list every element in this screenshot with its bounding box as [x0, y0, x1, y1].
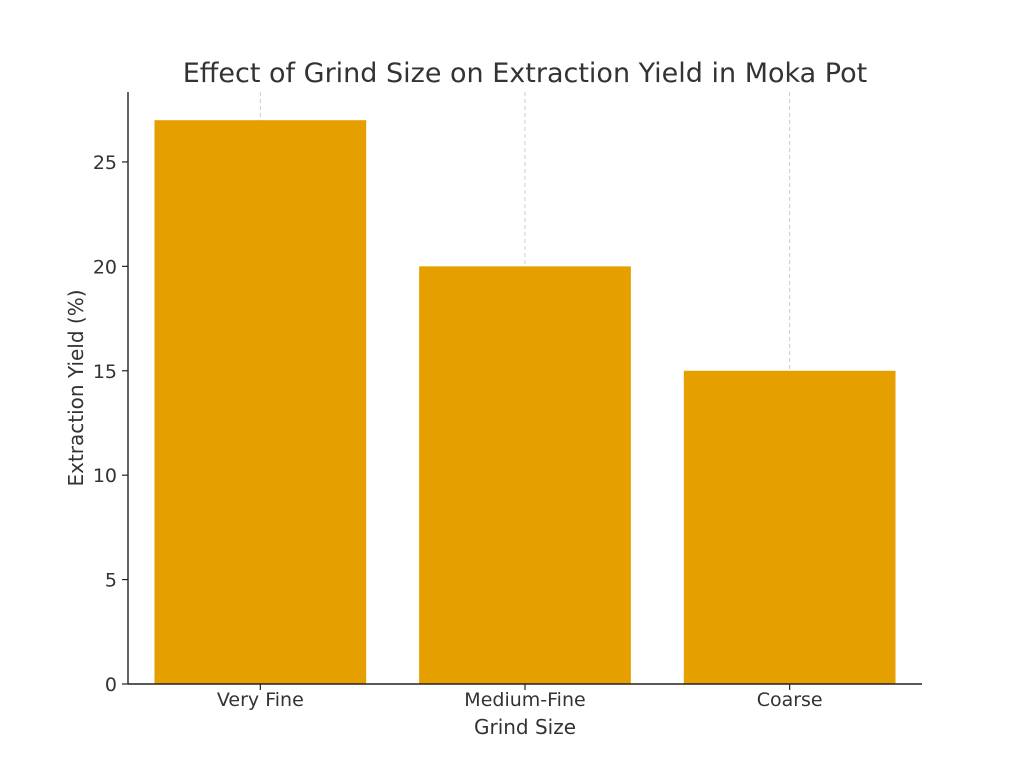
x-tick-label-2: Coarse	[757, 689, 823, 711]
y-tick-label-3: 15	[93, 361, 117, 383]
bar-0	[154, 120, 367, 684]
y-axis-label: Extraction Yield (%)	[64, 289, 88, 486]
x-axis-label: Grind Size	[474, 715, 576, 739]
x-tick-label-1: Medium-Fine	[464, 689, 585, 711]
y-tick-label-2: 10	[93, 465, 117, 487]
y-ticks: 0 5 10 15 20 25	[93, 152, 128, 696]
x-tick-label-0: Very Fine	[217, 689, 304, 711]
bars	[154, 120, 896, 684]
bar-1	[419, 266, 631, 684]
y-tick-label-0: 0	[105, 674, 117, 696]
x-ticks: Very Fine Medium-Fine Coarse	[217, 684, 823, 711]
chart-title: Effect of Grind Size on Extraction Yield…	[183, 58, 867, 89]
bar-2	[683, 370, 896, 684]
y-tick-label-1: 5	[105, 570, 117, 592]
y-tick-label-4: 20	[93, 256, 117, 278]
y-tick-label-5: 25	[93, 152, 117, 174]
